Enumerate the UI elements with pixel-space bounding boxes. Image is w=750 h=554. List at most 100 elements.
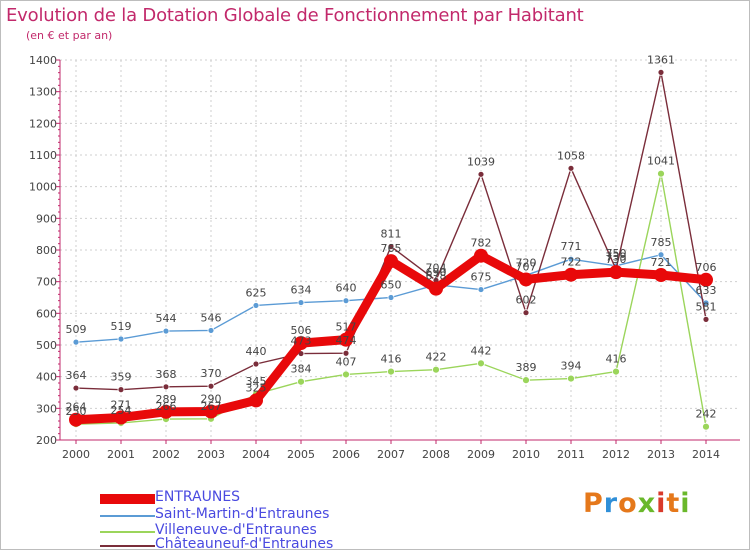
data-label: 364 (66, 369, 87, 382)
x-tick-label: 2004 (242, 448, 270, 461)
y-tick-label: 300 (36, 402, 57, 415)
x-tick-label: 2011 (557, 448, 585, 461)
data-point (204, 404, 218, 419)
data-label: 706 (696, 261, 717, 274)
x-tick-label: 2014 (692, 448, 720, 461)
data-point (657, 68, 665, 76)
data-label: 506 (291, 324, 312, 337)
x-tick-label: 2013 (647, 448, 675, 461)
data-point (252, 360, 260, 368)
data-point (162, 327, 170, 335)
data-point (252, 302, 260, 309)
data-label: 271 (111, 399, 132, 412)
data-point (522, 376, 530, 385)
data-label: 634 (291, 284, 312, 297)
data-point (342, 370, 350, 379)
data-point (657, 169, 665, 178)
legend-label: ENTRAUNES (155, 489, 241, 505)
chart-title: Evolution de la Dotation Globale de Fonc… (6, 5, 584, 26)
data-point (387, 294, 395, 301)
data-point (159, 404, 173, 419)
y-tick-label: 200 (36, 434, 57, 447)
data-point (69, 412, 83, 427)
data-point (249, 393, 263, 408)
data-point (339, 332, 353, 347)
data-label: 407 (336, 355, 357, 368)
data-label: 384 (291, 363, 312, 376)
data-label: 422 (426, 351, 447, 364)
data-label: 416 (606, 353, 627, 366)
data-label: 1041 (647, 155, 675, 168)
x-tick-label: 2012 (602, 448, 630, 461)
data-label: 254 (111, 404, 132, 417)
y-tick-label: 1200 (29, 117, 57, 130)
data-point (519, 272, 533, 287)
legend-swatch (100, 531, 155, 533)
y-tick-label: 1400 (29, 54, 57, 67)
data-label: 389 (516, 361, 537, 374)
data-label: 368 (156, 368, 177, 381)
data-label: 602 (516, 294, 537, 307)
x-tick-label: 2005 (287, 448, 315, 461)
data-label: 473 (291, 335, 312, 348)
y-tick-label: 700 (36, 276, 57, 289)
data-point (117, 386, 125, 394)
data-point (162, 383, 170, 391)
data-label: 289 (156, 393, 177, 406)
data-point (207, 382, 215, 390)
data-label: 345 (246, 375, 267, 388)
data-label: 250 (66, 405, 87, 418)
x-tick-label: 2009 (467, 448, 495, 461)
data-point (567, 374, 575, 383)
data-point (387, 243, 395, 250)
data-label: 517 (336, 321, 357, 334)
data-point (342, 297, 350, 305)
y-tick-label: 800 (36, 244, 57, 257)
data-label: 264 (66, 401, 87, 414)
data-point (567, 255, 575, 263)
data-label: 739 (606, 250, 627, 263)
chart-subtitle: (en € et par an) (26, 29, 113, 42)
data-label: 544 (156, 312, 177, 325)
data-point (702, 315, 710, 323)
legend-label: Saint-Martin-d'Entraunes (155, 506, 330, 522)
data-point (477, 359, 485, 368)
data-point (342, 349, 350, 357)
legend-swatch (100, 545, 155, 547)
data-label: 625 (246, 286, 267, 299)
x-tick-label: 2001 (107, 448, 135, 461)
y-tick-label: 900 (36, 212, 57, 225)
data-label: 442 (471, 344, 492, 357)
x-tick-label: 2008 (422, 448, 450, 461)
data-point (384, 254, 398, 269)
data-point (567, 164, 575, 172)
data-label: 782 (471, 237, 492, 250)
data-label: 1039 (467, 155, 495, 168)
data-label: 765 (381, 242, 402, 255)
data-label: 581 (696, 300, 717, 313)
data-label: 678 (426, 270, 447, 283)
data-label: 394 (561, 360, 582, 373)
data-point (117, 335, 125, 343)
data-point (207, 327, 215, 334)
data-label: 370 (201, 367, 222, 380)
x-tick-label: 2003 (197, 448, 225, 461)
data-label: 267 (201, 400, 222, 413)
data-label: 811 (381, 228, 402, 241)
data-label: 1058 (557, 149, 585, 162)
x-tick-label: 2010 (512, 448, 540, 461)
data-label: 640 (336, 282, 357, 295)
data-point (114, 410, 128, 425)
data-label: 771 (561, 240, 582, 253)
data-point (72, 338, 80, 346)
data-label: 266 (156, 400, 177, 413)
data-label: 707 (516, 260, 537, 273)
legend-swatch (100, 494, 155, 504)
proxiti-logo: Proxiti (583, 488, 691, 519)
data-label: 720 (516, 256, 537, 269)
data-label: 650 (381, 279, 402, 292)
x-tick-label: 2000 (62, 448, 90, 461)
data-label: 546 (201, 311, 222, 324)
data-label: 722 (561, 256, 582, 269)
y-tick-label: 400 (36, 371, 57, 384)
